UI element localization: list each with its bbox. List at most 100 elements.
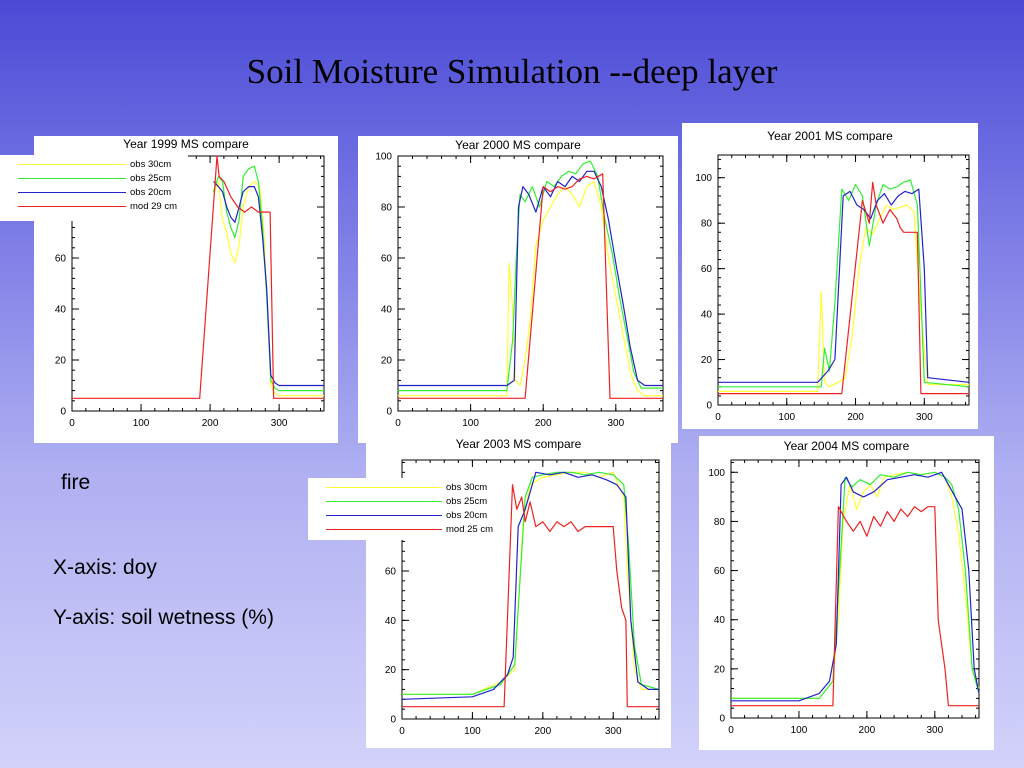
chart-svg: Year 2000 MS compare 0 100 200 300 0 20 40 60 80 1… — [375, 138, 664, 429]
x-tick-label: 0 — [715, 412, 721, 423]
legend-entry: obs 30cm — [308, 482, 500, 494]
series-line-mod-25-cm — [718, 181, 969, 395]
series-line-mod-25-cm — [731, 506, 979, 707]
chart-svg: Year 2004 MS compare 0 100 200 300 0 20 40 60 80 1… — [708, 439, 980, 736]
chart-panel-2004: Year 2004 MS compare 0 100 200 300 0 20 40 60 80 1… — [699, 436, 994, 750]
y-tick-label: 100 — [695, 173, 712, 184]
y-tick-label: 20 — [385, 665, 397, 676]
series-line-obs-25cm — [402, 471, 660, 695]
legend-entry: obs 20cm — [308, 510, 500, 522]
chart-title: Year 2004 MS compare — [784, 439, 910, 453]
legend-swatch — [326, 501, 442, 502]
legend-entry: obs 20cm — [0, 187, 188, 199]
y-tick-label: 0 — [706, 401, 712, 412]
legend-swatch — [326, 487, 442, 488]
y-tick-label: 20 — [55, 356, 67, 367]
x-tick-label: 100 — [133, 418, 150, 429]
legend-entry: mod 25 cm — [308, 524, 500, 536]
series-line-obs-20cm — [213, 181, 324, 387]
x-tick-label: 200 — [534, 726, 551, 737]
y-tick-label: 20 — [381, 356, 393, 367]
legend-label: obs 20cm — [446, 510, 488, 521]
y-tick-label: 0 — [60, 407, 66, 418]
y-tick-label: 80 — [381, 203, 393, 214]
legend-label: obs 30cm — [130, 159, 172, 170]
legend-entry: mod 29 cm — [0, 201, 188, 213]
y-tick-label: 60 — [55, 254, 67, 265]
series-line-obs-30cm — [731, 471, 980, 699]
y-tick-label: 40 — [385, 616, 397, 627]
y-tick-label: 40 — [714, 615, 726, 626]
xaxis-note: X-axis: doy — [53, 556, 157, 579]
x-tick-label: 0 — [399, 726, 405, 737]
legend-label: obs 25cm — [446, 496, 488, 507]
x-tick-label: 100 — [462, 418, 479, 429]
series-line-obs-25cm — [718, 179, 970, 388]
y-tick-label: 0 — [719, 714, 725, 725]
legend-swatch — [18, 178, 126, 179]
x-tick-label: 300 — [926, 725, 943, 736]
legend-label: mod 29 cm — [130, 201, 177, 212]
y-tick-label: 60 — [381, 254, 393, 265]
legend-swatch — [18, 164, 126, 165]
x-tick-label: 0 — [69, 418, 75, 429]
legend-swatch — [18, 206, 126, 207]
chart-panel-2001: Year 2001 MS compare 0 100 200 300 0 20 40 60 80 1… — [682, 123, 978, 429]
x-tick-label: 100 — [791, 725, 808, 736]
series-line-obs-30cm — [212, 180, 324, 397]
plot-frame — [717, 154, 970, 406]
y-tick-label: 100 — [375, 152, 392, 163]
y-tick-label: 100 — [708, 468, 725, 479]
y-tick-label: 20 — [714, 664, 726, 675]
legend-label: mod 25 cm — [446, 524, 493, 535]
legend-swatch — [18, 192, 126, 193]
chart-svg: Year 2001 MS compare 0 100 200 300 0 20 40 60 80 1… — [695, 129, 970, 423]
chart-title: Year 2001 MS compare — [767, 129, 893, 143]
series-line-obs-25cm — [398, 160, 663, 392]
slide-title: Soil Moisture Simulation --deep layer — [246, 52, 778, 91]
series-line-mod-25-cm — [398, 173, 663, 399]
chart-panel-2000: Year 2000 MS compare 0 100 200 300 0 20 40 60 80 1… — [358, 136, 678, 443]
x-tick-label: 200 — [535, 418, 552, 429]
x-tick-label: 300 — [271, 418, 288, 429]
y-tick-label: 40 — [701, 310, 713, 321]
legend-1999: obs 30cm obs 25cm obs 20cm mod 29 cm — [0, 155, 188, 221]
y-tick-label: 80 — [714, 517, 726, 528]
series-line-obs-25cm — [731, 471, 980, 699]
y-tick-label: 40 — [381, 305, 393, 316]
series-line-obs-30cm — [398, 180, 663, 397]
y-tick-label: 20 — [701, 355, 713, 366]
x-tick-label: 200 — [847, 412, 864, 423]
x-tick-label: 100 — [778, 412, 795, 423]
y-tick-label: 40 — [55, 305, 67, 316]
y-tick-label: 60 — [714, 566, 726, 577]
plot-frame — [397, 155, 664, 412]
y-tick-label: 0 — [386, 407, 392, 418]
series-line-obs-20cm — [718, 188, 970, 383]
y-tick-label: 60 — [385, 567, 397, 578]
y-tick-label: 80 — [701, 219, 713, 230]
legend-swatch — [326, 515, 442, 516]
chart-title: Year 2003 MS compare — [456, 437, 582, 451]
yaxis-note: Y-axis: soil wetness (%) — [53, 606, 274, 629]
series-line-obs-20cm — [401, 471, 659, 700]
x-tick-label: 300 — [607, 418, 624, 429]
series-line-obs-30cm — [718, 204, 969, 392]
series-line-obs-20cm — [731, 471, 980, 702]
plot-frame — [71, 155, 325, 412]
x-tick-label: 100 — [464, 726, 481, 737]
x-tick-label: 300 — [605, 726, 622, 737]
x-tick-label: 0 — [728, 725, 734, 736]
x-tick-label: 200 — [859, 725, 876, 736]
legend-swatch — [326, 529, 442, 530]
series-line-obs-25cm — [212, 165, 324, 392]
x-tick-label: 300 — [916, 412, 933, 423]
x-tick-label: 0 — [395, 418, 401, 429]
legend-label: obs 20cm — [130, 187, 172, 198]
chart-title: Year 1999 MS compare — [123, 137, 249, 151]
x-tick-label: 200 — [202, 418, 219, 429]
series-line-mod-29-cm — [72, 155, 324, 399]
series-line-mod-25-cm — [402, 484, 659, 708]
y-tick-label: 0 — [390, 715, 396, 726]
